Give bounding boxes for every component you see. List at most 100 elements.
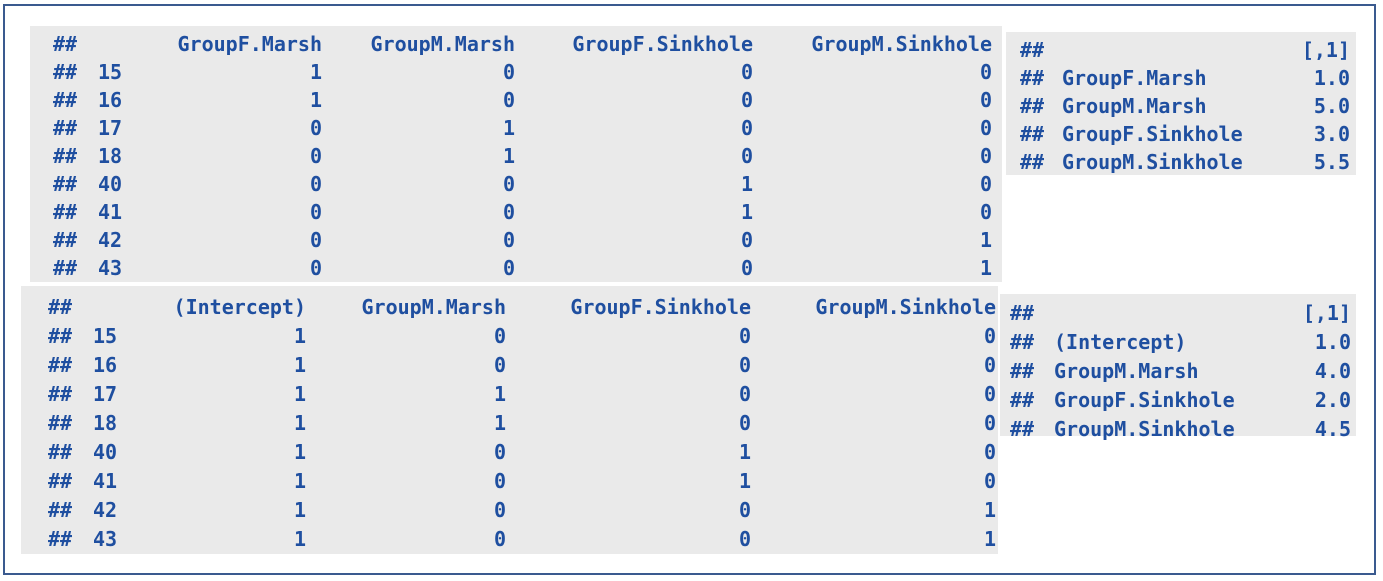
cell-value: 1 bbox=[293, 411, 306, 435]
column-header: GroupM.Marsh bbox=[370, 32, 516, 56]
cell-value: 1 bbox=[309, 88, 322, 112]
comment-prefix: ## bbox=[1020, 122, 1045, 146]
cell-value: 1 bbox=[983, 527, 996, 551]
cell-value: 0 bbox=[983, 411, 996, 435]
matrix-row: ## 18 0 1 0 0 bbox=[30, 143, 1002, 171]
matrix-row: ## 17 1 1 0 0 bbox=[21, 381, 998, 409]
matrix-row: ## 16 1 0 0 0 bbox=[21, 352, 998, 380]
cell-value: 0 bbox=[979, 144, 992, 168]
coef-means-block: ## [,1] ## GroupF.Marsh 1.0 ## GroupM.Marsh 5.0… bbox=[1006, 32, 1356, 175]
coefficient-value: 4.5 bbox=[1314, 417, 1351, 441]
column-header: GroupF.Marsh bbox=[177, 32, 323, 56]
comment-prefix: ## bbox=[48, 527, 73, 551]
cell-value: 0 bbox=[738, 382, 751, 406]
cell-value: 0 bbox=[979, 60, 992, 84]
row-name: 40 bbox=[93, 440, 118, 464]
matrix-row: ## 43 0 0 0 1 bbox=[30, 255, 1002, 283]
cell-value: 0 bbox=[983, 324, 996, 348]
cell-value: 1 bbox=[293, 527, 306, 551]
coefficient-value: 5.5 bbox=[1313, 150, 1350, 174]
comment-prefix: ## bbox=[1010, 417, 1035, 441]
comment-prefix: ## bbox=[1020, 150, 1045, 174]
cell-value: 0 bbox=[738, 411, 751, 435]
row-name: 42 bbox=[98, 228, 123, 252]
matrix-header-row: ## GroupF.Marsh GroupM.Marsh GroupF.Sinkhol… bbox=[30, 31, 1002, 59]
comment-prefix: ## bbox=[53, 116, 78, 140]
matrix-row: ## 17 0 1 0 0 bbox=[30, 115, 1002, 143]
matrix-row: ## 40 1 0 1 0 bbox=[21, 439, 998, 467]
coef-row: ## GroupF.Sinkhole 2.0 bbox=[1000, 387, 1356, 415]
cell-value: 1 bbox=[293, 382, 306, 406]
row-name: 18 bbox=[98, 144, 123, 168]
comment-prefix: ## bbox=[48, 440, 73, 464]
comment-prefix: ## bbox=[48, 498, 73, 522]
cell-value: 0 bbox=[309, 116, 322, 140]
cell-value: 0 bbox=[493, 353, 506, 377]
row-name: 17 bbox=[93, 382, 118, 406]
cell-value: 1 bbox=[293, 469, 306, 493]
row-name: 41 bbox=[98, 200, 123, 224]
comment-prefix: ## bbox=[1010, 388, 1035, 412]
cell-value: 0 bbox=[740, 256, 753, 280]
cell-value: 0 bbox=[502, 172, 515, 196]
comment-prefix: ## bbox=[1020, 94, 1045, 118]
cell-value: 1 bbox=[738, 469, 751, 493]
comment-prefix: ## bbox=[1010, 301, 1035, 325]
slide-frame: ## GroupF.Marsh GroupM.Marsh GroupF.Sinkhol… bbox=[3, 4, 1376, 575]
cell-value: 1 bbox=[502, 144, 515, 168]
cell-value: 0 bbox=[493, 324, 506, 348]
comment-prefix: ## bbox=[1010, 330, 1035, 354]
column-header: GroupF.Sinkhole bbox=[570, 295, 751, 319]
column-header: (Intercept) bbox=[173, 295, 306, 319]
cell-value: 0 bbox=[309, 200, 322, 224]
row-name: 41 bbox=[93, 469, 118, 493]
comment-prefix: ## bbox=[53, 228, 78, 252]
column-header: GroupM.Marsh bbox=[361, 295, 507, 319]
comment-prefix: ## bbox=[48, 411, 73, 435]
cell-value: 0 bbox=[983, 353, 996, 377]
cell-value: 1 bbox=[293, 440, 306, 464]
cell-value: 0 bbox=[740, 228, 753, 252]
matrix-row: ## 41 1 0 1 0 bbox=[21, 468, 998, 496]
cell-value: 0 bbox=[740, 88, 753, 112]
coefficient-name: GroupM.Sinkhole bbox=[1054, 417, 1235, 441]
row-name: 15 bbox=[98, 60, 123, 84]
cell-value: 0 bbox=[740, 116, 753, 140]
cell-value: 1 bbox=[309, 60, 322, 84]
matrix-row: ## 15 1 0 0 0 bbox=[21, 323, 998, 351]
cell-value: 0 bbox=[979, 200, 992, 224]
coef-header-row: ## [,1] bbox=[1000, 300, 1356, 328]
cell-value: 0 bbox=[979, 88, 992, 112]
column-header: [,1] bbox=[1301, 38, 1350, 62]
cell-value: 0 bbox=[740, 144, 753, 168]
comment-prefix: ## bbox=[1010, 359, 1035, 383]
cell-value: 0 bbox=[309, 172, 322, 196]
design-matrix-intercept-block: ## (Intercept) GroupM.Marsh GroupF.Sinkhole… bbox=[21, 286, 998, 554]
matrix-row: ## 41 0 0 1 0 bbox=[30, 199, 1002, 227]
row-name: 42 bbox=[93, 498, 118, 522]
cell-value: 0 bbox=[738, 527, 751, 551]
coef-row: ## GroupM.Sinkhole 5.5 bbox=[1006, 149, 1356, 177]
coefficient-name: GroupF.Sinkhole bbox=[1062, 122, 1243, 146]
comment-prefix: ## bbox=[53, 256, 78, 280]
coefficient-value: 4.0 bbox=[1314, 359, 1351, 383]
column-header: GroupM.Sinkhole bbox=[815, 295, 996, 319]
cell-value: 0 bbox=[493, 527, 506, 551]
cell-value: 1 bbox=[983, 498, 996, 522]
coefficient-name: GroupF.Marsh bbox=[1062, 66, 1207, 90]
cell-value: 1 bbox=[293, 324, 306, 348]
cell-value: 1 bbox=[502, 116, 515, 140]
cell-value: 0 bbox=[738, 353, 751, 377]
cell-value: 1 bbox=[740, 200, 753, 224]
cell-value: 1 bbox=[979, 256, 992, 280]
cell-value: 0 bbox=[493, 440, 506, 464]
comment-prefix: ## bbox=[53, 32, 78, 56]
cell-value: 0 bbox=[493, 469, 506, 493]
matrix-row: ## 18 1 1 0 0 bbox=[21, 410, 998, 438]
matrix-row: ## 42 0 0 0 1 bbox=[30, 227, 1002, 255]
row-name: 16 bbox=[93, 353, 118, 377]
cell-value: 0 bbox=[979, 172, 992, 196]
comment-prefix: ## bbox=[48, 469, 73, 493]
row-name: 40 bbox=[98, 172, 123, 196]
coefficient-value: 5.0 bbox=[1313, 94, 1350, 118]
